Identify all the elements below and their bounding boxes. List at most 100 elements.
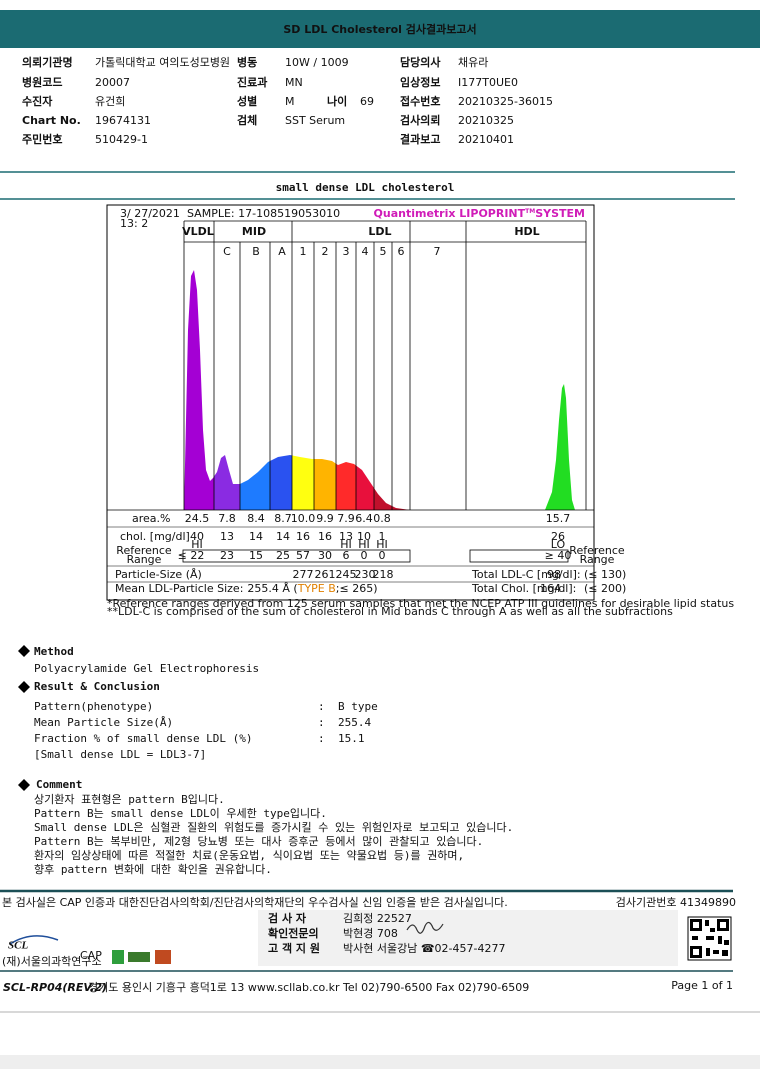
- info-label: 성별: [237, 94, 257, 108]
- header-band: [0, 10, 760, 48]
- reference-value: ≤ 22: [178, 549, 205, 562]
- comment-line: 향후 pattern 변화에 대한 확인을 권유합니다.: [34, 863, 272, 876]
- particle-size: 230: [355, 568, 376, 581]
- result-label: Mean Particle Size(Å): [34, 716, 173, 729]
- brand-part: TM: [525, 208, 535, 215]
- info-label: 검사의뢰: [400, 113, 440, 127]
- chol-value: 16: [318, 530, 332, 543]
- total-ref: (≤ 200): [584, 582, 626, 595]
- subband-label: 3: [343, 245, 350, 258]
- area-value: 24.5: [185, 512, 210, 525]
- chol-value: 10: [357, 530, 371, 543]
- signature-value: 박사현 서울강남 ☎02-457-4277: [343, 942, 505, 955]
- info-label: 의뢰기관명: [22, 55, 73, 69]
- row-label: Reference: [116, 544, 172, 557]
- logo: SCL: [8, 940, 28, 952]
- total-value: 164: [540, 582, 561, 595]
- result-value: 255.4: [338, 716, 371, 729]
- band-label: VLDL: [182, 225, 214, 238]
- flag: LO: [551, 538, 566, 551]
- electrophoresis-curve: [184, 270, 575, 510]
- reference-value: 23: [220, 549, 234, 562]
- flag: HI: [376, 538, 388, 551]
- band-label: LDL: [368, 225, 391, 238]
- chol-value: 16: [296, 530, 310, 543]
- chol-value: 1: [379, 530, 386, 543]
- info-label: 병동: [237, 55, 257, 69]
- info-label: 임상정보: [400, 75, 440, 89]
- total-ref: (≤ 130): [584, 568, 626, 581]
- signature-label: 확인전문의: [268, 926, 319, 940]
- total-label: Total LDL-C [mg/dl]:: [471, 568, 581, 581]
- area-value: 0.8: [373, 512, 391, 525]
- row-label: Range: [127, 553, 162, 566]
- reference-value: 0: [379, 549, 386, 562]
- info-label: 수진자: [22, 94, 53, 108]
- info-label: 접수번호: [400, 94, 440, 108]
- info-label: 검체: [237, 113, 257, 127]
- accreditation-logo: [155, 950, 171, 964]
- info-value: 가톨릭대학교 여의도성모병원: [95, 56, 230, 69]
- qr-code: [687, 916, 732, 961]
- signature: [406, 921, 444, 934]
- reference-value: 30: [318, 549, 332, 562]
- bullet: [18, 645, 30, 657]
- info-value: I177T0UE0: [458, 76, 518, 89]
- subband-label: 5: [380, 245, 387, 258]
- accreditation-logo: [112, 950, 124, 964]
- particle-size: 218: [373, 568, 394, 581]
- reference-value: ≥ 40: [545, 549, 572, 562]
- chart-time: 13: 2: [120, 217, 148, 230]
- method-text: Polyacrylamide Gel Electrophoresis: [34, 662, 259, 675]
- area-value: 9.9: [316, 512, 334, 525]
- section-heading: Result & Conclusion: [34, 680, 160, 693]
- signature-value: 박현경 708: [343, 927, 398, 940]
- subband-label: 4: [362, 245, 369, 258]
- flag: HI: [340, 538, 352, 551]
- certification: 본 검사실은 CAP 인증과 대한진단검사의학회/진단검사의학재단의 우수검사실…: [2, 896, 508, 909]
- subband-label: 2: [322, 245, 329, 258]
- info-value: SST Serum: [285, 114, 345, 127]
- info-label: 담당의사: [400, 55, 441, 69]
- info-value: 유건희: [95, 95, 125, 108]
- result-value: 15.1: [338, 732, 365, 745]
- signature-value: 김희정 22527: [343, 912, 412, 925]
- chol-value: 14: [249, 530, 263, 543]
- accreditation-logo: [128, 952, 150, 962]
- mean-particle-size: Mean LDL-Particle Size: 255.4 Å (TYPE B;≤…: [115, 582, 378, 595]
- brand-part: Quantimetrix LIPOPRINT: [374, 207, 526, 220]
- comment-line: Small dense LDL은 심혈관 질환의 위험도를 증가시킬 수 있는 …: [34, 820, 513, 834]
- chart-brand: Quantimetrix LIPOPRINTTMSYSTEM: [374, 207, 585, 220]
- row-label: area.%: [132, 512, 170, 525]
- comment-line: 환자의 임상상태에 따른 적절한 치료(운동요법, 식이요법 또는 약물요법 등…: [34, 848, 464, 862]
- mean-part: ;≤ 265): [336, 582, 378, 595]
- reference-value: 25: [276, 549, 290, 562]
- cap-logo: CAP: [80, 949, 102, 962]
- flag: HI: [358, 538, 370, 551]
- info-value: 20007: [95, 76, 130, 89]
- flag: HI: [191, 538, 203, 551]
- info-value: 19674131: [95, 114, 151, 127]
- area-value: 10.0: [291, 512, 316, 525]
- separator: :: [318, 732, 325, 745]
- chol-value: 13: [339, 530, 353, 543]
- band-label: HDL: [514, 225, 539, 238]
- info-value: M: [285, 95, 295, 108]
- footnote: *Reference ranges derived from 125 serum…: [107, 597, 734, 610]
- reference-box: [182, 549, 411, 563]
- signature-panel: [258, 910, 678, 966]
- chart-frame: [106, 204, 595, 601]
- mean-part: TYPE B: [297, 582, 336, 595]
- info-value: 채유라: [458, 56, 488, 69]
- row-label: Reference: [569, 544, 625, 557]
- chol-value: 26: [551, 530, 565, 543]
- logo-subtitle: (재)서울의과학연구소: [2, 955, 102, 968]
- chart-date: 3/ 27/2021: [120, 207, 180, 220]
- chart-sample: SAMPLE: 17-108519053010: [187, 207, 340, 220]
- separator: :: [318, 700, 325, 713]
- bullet: [18, 681, 30, 693]
- area-value: 7.8: [218, 512, 236, 525]
- page-number: Page 1 of 1: [671, 979, 733, 992]
- row-label: Particle-Size (Å): [115, 568, 202, 581]
